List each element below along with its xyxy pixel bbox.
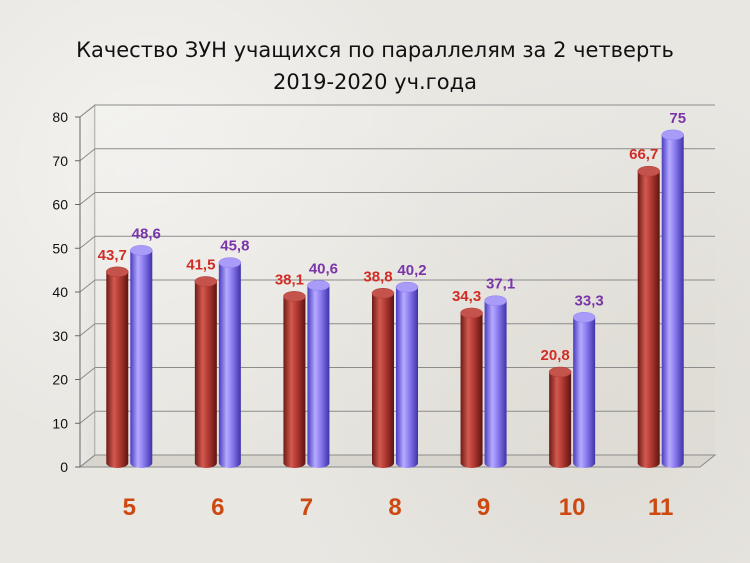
bar-cap [637,165,660,177]
bar-series-2-6 [218,257,242,468]
bar-body [307,285,330,468]
bar-cap [460,307,483,319]
bar-series-2-5 [130,245,153,468]
data-label-series-2: 37,1 [486,276,515,293]
bar-series-1-11 [637,165,660,468]
chart-title-line1: Качество ЗУН учащихся по параллелям за 2… [76,38,674,62]
bar-body [372,293,394,468]
bar-series-1-9 [460,307,483,468]
y-tick-label: 0 [60,459,68,475]
bar-cap [194,276,218,287]
bar-series-2-8 [395,281,419,468]
bar-series-2-7 [307,280,330,468]
data-label-series-1: 34,3 [452,288,481,305]
bar-series-2-9 [484,295,507,468]
y-tick-label: 60 [52,197,68,213]
bar-cap [484,295,507,306]
gridline [79,454,715,468]
data-label-series-1: 38,8 [363,268,392,285]
gridline [79,367,715,380]
bar-body [283,296,306,468]
gridline [79,323,715,337]
x-tick-label: 7 [300,494,313,521]
bar-cap [395,281,419,293]
bar-body [130,250,153,468]
bar-series-1-8 [371,288,395,468]
bar-cap [661,129,684,141]
y-tick-label: 30 [52,328,68,344]
bar-body [573,317,596,468]
y-tick-label: 50 [52,240,68,256]
data-label-series-1: 41,5 [186,256,215,273]
bar-cap [307,280,330,291]
gridline [79,148,715,162]
bar-body [637,171,660,468]
bar-body [460,312,483,468]
bar-series-1-5 [106,266,129,469]
y-tick-label: 10 [52,415,68,431]
data-label-series-2: 75 [669,110,686,127]
bar-series-2-11 [661,129,684,468]
gridline [79,235,715,249]
bar-cap [130,245,153,256]
bar-body [106,271,129,469]
data-label-series-1: 66,7 [629,146,658,163]
chart-title-line2: 2019-2020 уч.года [273,70,477,94]
data-label-series-1: 43,7 [98,247,127,264]
bar-cap [572,312,596,323]
data-label-series-1: 38,1 [275,271,304,288]
bar-body [218,262,241,468]
data-label-series-1: 20,8 [541,347,570,364]
bar-series-2-10 [572,312,596,468]
x-tick-label: 9 [477,494,490,521]
y-tick-label: 70 [52,153,68,169]
gridline [79,279,715,293]
bar-cap [218,257,242,268]
data-label-series-2: 45,8 [220,238,249,255]
bar-body [549,372,572,468]
y-tick-label: 20 [52,372,68,388]
bar-body [484,300,507,468]
x-tick-label: 11 [648,494,673,521]
bar-body [194,281,217,468]
bar-series-1-7 [283,291,306,468]
x-tick-label: 10 [559,494,586,521]
bar-cap [548,366,572,378]
bar-cap [283,291,306,302]
data-label-series-2: 48,6 [132,225,161,242]
x-tick-label: 8 [388,494,401,521]
bar-body [396,287,418,468]
bar-series-1-10 [548,366,572,468]
x-tick-label: 5 [123,494,136,521]
chart-title: Качество ЗУН учащихся по параллелям за 2… [0,34,750,98]
y-tick-label: 40 [52,284,68,300]
bar-body [661,134,684,468]
y-tick-label: 80 [52,109,68,125]
data-label-series-2: 33,3 [575,292,604,309]
gridline [79,192,715,205]
data-label-series-2: 40,6 [309,260,338,277]
gridline [79,104,715,118]
bar-series-1-6 [194,276,218,468]
bar-cap [371,288,395,299]
x-tick-label: 6 [211,494,224,521]
data-label-series-2: 40,2 [397,262,426,279]
bar-cap [106,266,129,278]
gridline [79,410,715,424]
